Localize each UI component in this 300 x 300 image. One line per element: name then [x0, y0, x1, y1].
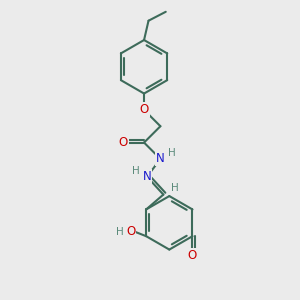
Text: O: O	[126, 225, 135, 238]
Text: O: O	[118, 136, 128, 149]
Text: O: O	[140, 103, 149, 116]
Text: H: H	[116, 227, 124, 237]
Text: O: O	[188, 249, 197, 262]
Text: H: H	[132, 166, 140, 176]
Text: N: N	[143, 170, 152, 183]
Text: H: H	[171, 183, 178, 193]
Text: H: H	[168, 148, 176, 158]
Text: N: N	[156, 152, 165, 165]
